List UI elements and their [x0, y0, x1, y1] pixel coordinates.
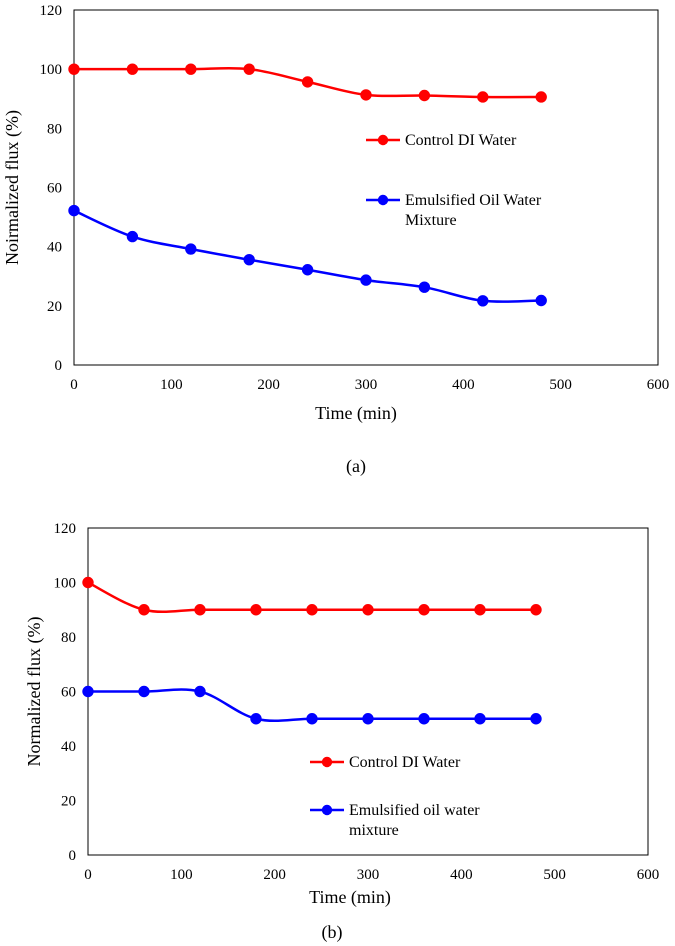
legend-marker [321, 804, 333, 816]
data-point [474, 713, 486, 725]
x-tick-label: 400 [452, 377, 475, 393]
y-tick-label: 40 [61, 739, 76, 755]
data-point [126, 230, 139, 243]
y-tick-label: 60 [47, 181, 62, 197]
y-tick-label: 80 [61, 630, 76, 646]
x-tick-label: 300 [357, 867, 380, 883]
data-point [362, 604, 374, 616]
data-point [474, 604, 486, 616]
data-point [68, 204, 80, 217]
data-point [194, 685, 206, 698]
y-tick-label: 40 [47, 240, 62, 256]
data-point [185, 243, 197, 255]
x-tick-label: 600 [637, 867, 660, 883]
data-point [250, 604, 262, 616]
data-point [477, 91, 489, 103]
data-point [138, 685, 150, 698]
x-tick-label: 0 [70, 377, 78, 393]
data-point [535, 294, 547, 307]
data-point [535, 91, 547, 103]
x-tick-label: 400 [450, 867, 473, 883]
legend-marker [377, 194, 389, 206]
plot-frame [73, 9, 659, 366]
x-tick-label: 200 [257, 377, 280, 393]
data-point [126, 63, 139, 75]
x-axis-title: Time (min) [315, 403, 397, 424]
x-tick-label: 600 [647, 377, 670, 393]
legend-label: Mixture [405, 212, 457, 229]
data-point [418, 281, 431, 293]
legend-label: Emulsified Oil Water [405, 192, 542, 209]
y-tick-label: 0 [55, 358, 63, 374]
y-tick-label: 60 [61, 685, 76, 701]
legend-label: Emulsified oil water [349, 802, 480, 819]
x-axis-title: Time (min) [309, 887, 391, 908]
data-point [418, 713, 430, 725]
data-point [82, 576, 94, 589]
legend-marker [377, 134, 389, 146]
data-point [243, 63, 255, 75]
data-point [301, 76, 314, 88]
y-tick-label: 20 [47, 299, 62, 315]
data-point [360, 274, 372, 286]
data-point [530, 713, 542, 725]
x-tick-label: 500 [543, 867, 566, 883]
data-point [68, 63, 80, 75]
legend-label: mixture [349, 822, 399, 839]
legend-label: Control DI Water [405, 132, 517, 149]
x-tick-label: 100 [170, 867, 193, 883]
series-line-1 [73, 209, 542, 303]
x-tick-label: 200 [263, 867, 286, 883]
data-point [418, 604, 430, 616]
data-point [362, 713, 374, 725]
panel-label: (a) [346, 456, 366, 477]
x-tick-label: 0 [84, 867, 92, 883]
y-tick-label: 120 [54, 521, 77, 537]
data-point [138, 604, 150, 616]
x-tick-label: 500 [549, 377, 572, 393]
y-tick-label: 20 [61, 794, 76, 810]
data-point [301, 264, 314, 276]
data-point [250, 713, 262, 725]
data-point [185, 63, 197, 75]
x-tick-label: 300 [355, 377, 378, 393]
y-tick-label: 0 [69, 848, 77, 864]
y-tick-label: 80 [47, 121, 62, 137]
data-point [418, 89, 431, 102]
y-axis-title: Normalized flux (%) [24, 617, 45, 767]
x-tick-label: 100 [160, 377, 183, 393]
data-point [194, 604, 206, 616]
data-point [306, 604, 318, 616]
chart-panel-b: 0 20 40 60 80 100 120 0 100 200 300 400 500 600 Time (… [24, 521, 659, 943]
y-tick-label: 100 [40, 62, 63, 78]
legend-label: Control DI Water [349, 754, 461, 771]
chart-panel-a: 0 20 40 60 80 100 120 0 100 200 300 400 500 600 Time (… [2, 3, 669, 477]
data-point [306, 713, 318, 725]
data-point [477, 295, 489, 307]
legend-marker [321, 756, 333, 768]
y-axis-title: Noirmalized flux (%) [2, 110, 23, 265]
y-tick-label: 100 [54, 576, 77, 592]
panel-label: (b) [322, 922, 343, 943]
y-tick-label: 120 [40, 3, 63, 19]
data-point [82, 685, 94, 698]
data-point [360, 89, 372, 101]
data-point [530, 604, 542, 616]
data-point [243, 253, 255, 266]
